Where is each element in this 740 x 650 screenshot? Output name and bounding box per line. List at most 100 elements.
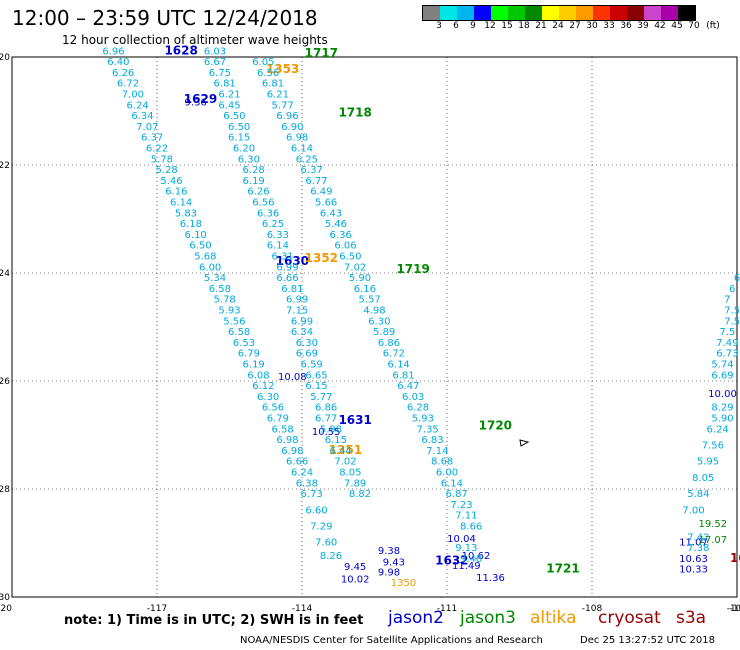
color-swatch-5 xyxy=(508,6,525,20)
wave-height-s3a: 6.77 xyxy=(315,414,337,425)
wave-height-s3a: 6.33 xyxy=(267,230,289,241)
wave-height-s3a: 5.28 xyxy=(156,165,178,176)
wave-height-jason2: 11.49 xyxy=(452,561,481,572)
legend-jason3: jason3 xyxy=(460,608,516,628)
wave-height-s3a: 6.73 xyxy=(301,489,323,500)
wave-height-s3a: 6.56 xyxy=(262,403,284,414)
wave-height-s3a: 6.10 xyxy=(185,230,207,241)
pass-time-altika: 1352 xyxy=(305,251,338,265)
wave-height-s3a: 6.22 xyxy=(146,144,168,155)
wave-height-s3a: 6.30 xyxy=(296,338,318,349)
wave-height-s3a: 6.30 xyxy=(238,154,260,165)
pass-time-jason2: 1632 xyxy=(435,554,468,568)
wave-height-s3a: 6.19 xyxy=(243,360,265,371)
color-scale-label: 30 xyxy=(586,21,598,31)
color-scale-label: 70 xyxy=(688,21,700,31)
color-swatch-6 xyxy=(525,6,542,20)
wave-height-s3a: 6.15 xyxy=(228,133,250,144)
pass-time-altika: 1351 xyxy=(329,443,362,457)
pass-time-jason3: 1720 xyxy=(479,419,512,433)
wave-height-jason2: 9.98 xyxy=(378,567,400,578)
wave-height-s3a: 7.14 xyxy=(426,446,448,457)
wave-height-s3a: 6.14 xyxy=(291,144,313,155)
wave-height-s3a: 5.68 xyxy=(194,252,216,263)
wave-height-s3a: 5.98 xyxy=(320,424,342,435)
wave-height-s3a: 6.36 xyxy=(330,230,352,241)
wave-height-s3a: 6.47 xyxy=(397,381,419,392)
wave-height-s3a: 8.05 xyxy=(692,473,714,484)
wave-height-s3a: 6.50 xyxy=(228,122,250,133)
color-swatch-8 xyxy=(559,6,576,20)
wave-height-s3a: 6.15 xyxy=(325,435,347,446)
wave-height-s3a: 6.28 xyxy=(407,403,429,414)
legend-cryosat: cryosat xyxy=(598,608,661,628)
wave-height-s3a: 6.26 xyxy=(112,68,134,79)
wave-height-s3a: 6.56 xyxy=(252,198,274,209)
legend-s3a: s3a xyxy=(676,608,707,628)
wave-height-s3a: 7.23 xyxy=(450,500,472,511)
corner-label-right: -10 xyxy=(730,604,740,614)
color-scale-bar xyxy=(422,5,696,21)
wave-height-s3a: 6.69 xyxy=(711,370,733,381)
wave-height-s3a: 7.11 xyxy=(455,511,477,522)
wave-height-s3a: 6.60 xyxy=(305,505,327,516)
footer-note: note: 1) Time is in UTC; 2) SWH is in fe… xyxy=(64,613,364,628)
color-swatch-9 xyxy=(576,6,593,20)
wave-height-s3a: 6.25 xyxy=(262,219,284,230)
wave-height-s3a: 8.29 xyxy=(711,403,733,414)
wave-height-jason2: 9.36 xyxy=(185,98,207,109)
wave-height-s3a: 6.50 xyxy=(223,111,245,122)
x-tick-label: -111 xyxy=(437,604,457,614)
pass-time-cryosat: 1646 xyxy=(730,551,740,565)
wave-height-s3a: 6.18 xyxy=(180,219,202,230)
wave-height-s3a: 6.81 xyxy=(262,79,284,90)
color-swatch-0 xyxy=(423,6,440,20)
wave-height-s3a: 5.46 xyxy=(325,219,347,230)
wave-height-s3a: 5.93 xyxy=(218,306,240,317)
wave-height-s3a: 6.99 xyxy=(286,295,308,306)
wave-height-s3a: 6.65 xyxy=(305,370,327,381)
plot-frame xyxy=(11,56,738,598)
wave-height-jason2: 10.00 xyxy=(708,389,737,400)
wave-height-s3a: 8.82 xyxy=(349,489,371,500)
color-scale-label: 33 xyxy=(603,21,615,31)
wave-height-s3a: 7.5 xyxy=(724,306,740,317)
wave-height-s3a: 6.44 xyxy=(330,446,352,457)
wave-height-s3a: 6.69 xyxy=(296,349,318,360)
color-scale-label: 21 xyxy=(535,21,547,31)
wave-height-s3a: 6.98 xyxy=(276,435,298,446)
wave-height-s3a: 7.42 xyxy=(687,532,709,543)
wave-height-s3a: 9.48 xyxy=(460,554,482,565)
wave-height-s3a: 6.81 xyxy=(392,370,414,381)
wave-height-s3a: 5.93 xyxy=(412,414,434,425)
wave-height-s3a: 6.96 xyxy=(102,46,124,57)
wave-height-jason3: 19.52 xyxy=(699,519,728,530)
corner-label-left: -120 xyxy=(0,604,12,614)
wave-height-s3a: 6.36 xyxy=(257,208,279,219)
wave-height-s3a: 6.03 xyxy=(402,392,424,403)
wave-height-s3a: 6.77 xyxy=(305,176,327,187)
wave-height-jason2: 10.62 xyxy=(462,551,491,562)
wave-height-s3a: 6.06 xyxy=(334,241,356,252)
wave-height-s3a: 6.75 xyxy=(209,68,231,79)
chart-title: 12:00 – 23:59 UTC 12/24/2018 xyxy=(12,6,318,30)
wave-height-s3a: 6.98 xyxy=(281,446,303,457)
wave-height-s3a: 5.56 xyxy=(223,316,245,327)
pass-time-jason3: 1718 xyxy=(338,105,371,119)
color-swatch-15 xyxy=(678,6,695,20)
wave-height-s3a: 6.14 xyxy=(388,360,410,371)
wave-height-s3a: 6.66 xyxy=(286,457,308,468)
wave-height-s3a: 6.50 xyxy=(339,252,361,263)
wave-height-s3a: 7.29 xyxy=(310,522,332,533)
wave-height-s3a: 7.02 xyxy=(344,262,366,273)
wave-height-s3a: 5.95 xyxy=(697,457,719,468)
wave-height-s3a: 6.28 xyxy=(243,165,265,176)
wave-height-s3a: 6.16 xyxy=(354,284,376,295)
x-tick-label: -105 xyxy=(727,604,740,614)
wave-height-s3a: 6.58 xyxy=(228,327,250,338)
wave-height-s3a: 7.15 xyxy=(286,306,308,317)
wave-height-s3a: 6.20 xyxy=(233,144,255,155)
wave-height-jason2: 9.45 xyxy=(344,562,366,573)
wave-height-s3a: 6.49 xyxy=(310,187,332,198)
wave-height-s3a: 6.87 xyxy=(446,489,468,500)
